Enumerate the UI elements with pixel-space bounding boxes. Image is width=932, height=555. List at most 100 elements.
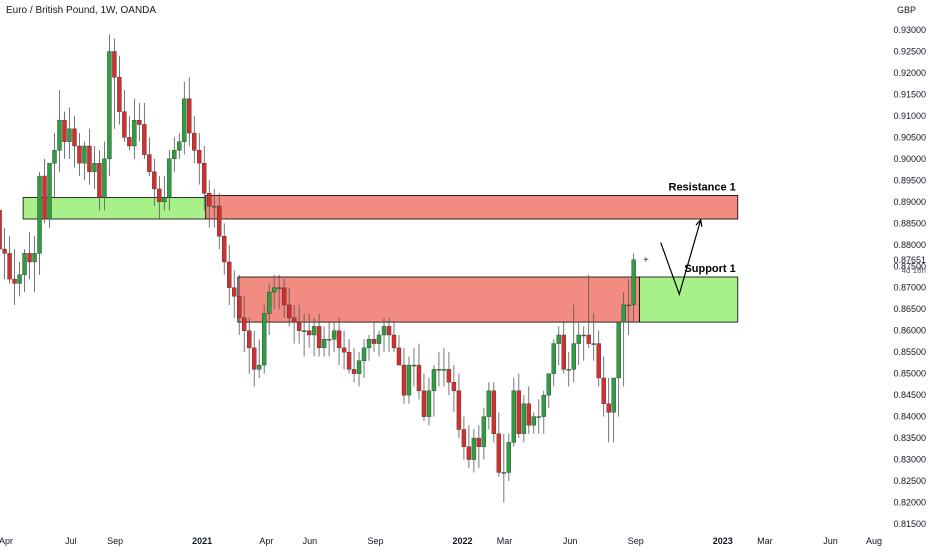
candle-body <box>571 343 576 370</box>
candle-body <box>202 162 207 194</box>
candle-body <box>232 287 237 297</box>
candle <box>252 330 257 387</box>
candle-body <box>281 287 287 306</box>
candle-body <box>62 120 67 142</box>
y-tick-label: 0.89500 <box>893 175 926 185</box>
candle-body <box>147 154 152 172</box>
candle <box>616 321 621 417</box>
candle-body <box>521 403 527 434</box>
candle <box>386 317 392 353</box>
candle <box>611 377 616 443</box>
candle-body <box>137 120 142 125</box>
candle <box>97 150 102 211</box>
candle-body <box>396 347 402 366</box>
candle <box>247 317 252 374</box>
candle-body <box>491 390 497 434</box>
candle-body <box>57 120 62 151</box>
candle <box>321 326 327 357</box>
y-tick-label: 0.85000 <box>893 369 926 379</box>
candle <box>481 408 487 460</box>
y-tick-label: 0.88500 <box>893 218 926 228</box>
candle-body <box>621 304 626 323</box>
candle <box>576 322 581 366</box>
candle <box>601 356 606 417</box>
candle <box>286 287 292 327</box>
zone-resistance-0 <box>205 194 739 220</box>
candle <box>187 77 192 146</box>
candle-body <box>217 205 222 237</box>
candle-body <box>97 162 102 198</box>
candle <box>42 158 47 224</box>
candle-body <box>546 373 551 396</box>
candle-body <box>451 382 457 392</box>
candle <box>586 274 591 348</box>
candle <box>162 176 167 211</box>
candle <box>406 356 412 404</box>
candle-body <box>471 437 477 460</box>
projection-arrowhead <box>695 218 703 227</box>
chart-title: Euro / British Pound, 1W, OANDA <box>6 5 157 16</box>
candle-body <box>626 304 631 307</box>
candle-body <box>247 330 252 349</box>
candle-body <box>376 334 382 344</box>
candle-body <box>177 141 182 151</box>
candle <box>511 377 517 447</box>
candle <box>92 145 97 189</box>
candle-body <box>421 390 427 417</box>
candle-body <box>486 390 492 417</box>
candle <box>596 330 601 387</box>
candle <box>132 98 137 159</box>
candle <box>411 347 417 387</box>
candle-body <box>476 437 482 447</box>
candle-body <box>356 360 362 374</box>
candle <box>451 365 457 413</box>
candle <box>266 283 272 335</box>
candle-body <box>82 145 87 164</box>
y-tick-label: 0.90000 <box>893 154 926 164</box>
candle-body <box>212 205 217 208</box>
candle <box>17 261 22 297</box>
candle <box>521 395 527 443</box>
candle <box>122 90 127 142</box>
x-tick-label: Aug <box>866 536 882 546</box>
candle <box>466 425 472 469</box>
candle <box>177 133 182 159</box>
candle-body <box>541 394 546 417</box>
candles-layer <box>0 34 636 503</box>
candle-body <box>112 51 117 78</box>
candle <box>52 133 57 198</box>
candle <box>167 150 172 211</box>
candle-body <box>321 339 327 349</box>
candle <box>87 128 92 185</box>
candle <box>72 115 77 168</box>
candle <box>256 339 262 378</box>
candle-body <box>406 364 412 396</box>
candle <box>172 137 177 172</box>
candle <box>401 347 407 404</box>
candle-body <box>506 442 512 473</box>
candle <box>306 313 312 348</box>
candle <box>351 347 357 383</box>
candle <box>426 377 432 426</box>
candle <box>331 322 337 353</box>
candle-body <box>87 145 92 172</box>
candle-body <box>256 364 262 370</box>
x-tick-label: Mar <box>497 536 513 546</box>
candle-body <box>142 124 147 155</box>
candle <box>62 111 67 159</box>
x-tick-label: 2022 <box>452 536 472 546</box>
candle <box>261 304 267 374</box>
candle-body <box>192 132 197 151</box>
candle-body <box>2 248 7 254</box>
candle-body <box>511 390 517 443</box>
y-tick-label: 0.83500 <box>893 433 926 443</box>
candle-body <box>441 369 447 371</box>
candle-body <box>581 334 586 337</box>
candle-body <box>606 403 611 413</box>
candle-body <box>461 429 467 447</box>
candle-body <box>446 369 452 383</box>
candle-body <box>291 317 297 323</box>
candle <box>606 377 611 443</box>
candle <box>202 145 207 211</box>
